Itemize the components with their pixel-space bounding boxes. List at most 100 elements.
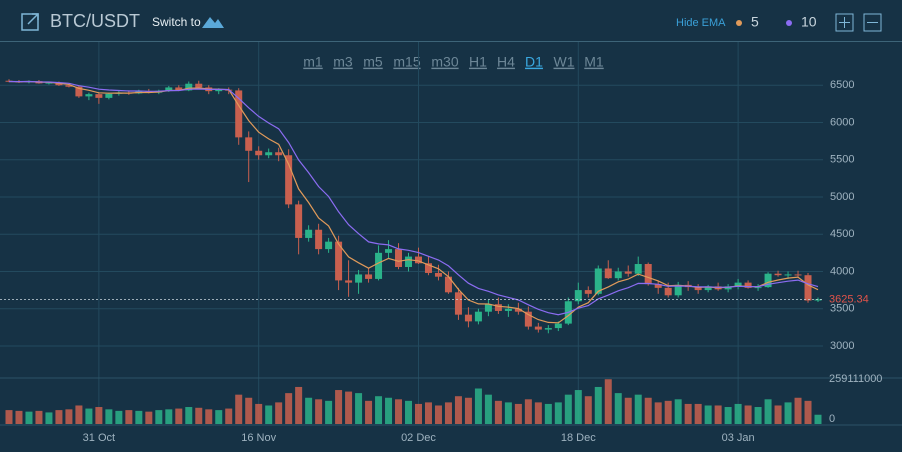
- zoom-out[interactable]: [863, 13, 882, 32]
- volume-bar: [95, 407, 103, 424]
- volume-bar: [634, 394, 642, 424]
- candle-body: [45, 82, 53, 84]
- interval-button[interactable]: H4: [497, 54, 515, 70]
- candle-body: [195, 83, 203, 88]
- candle-body: [414, 256, 422, 264]
- candle-body: [514, 308, 522, 312]
- volume-bar: [25, 411, 33, 424]
- candle-body: [574, 290, 582, 302]
- volume-bar: [444, 402, 452, 424]
- expand-icon[interactable]: [21, 13, 39, 31]
- volume-bar: [584, 396, 592, 424]
- candle-body: [544, 328, 552, 330]
- volume-bar: [225, 408, 233, 424]
- volume-bar: [115, 410, 123, 424]
- candle-body: [674, 284, 682, 296]
- candle-body: [744, 282, 752, 288]
- candle-body: [335, 241, 343, 281]
- interval-button[interactable]: m5: [363, 54, 383, 70]
- zoom-in-icon: [839, 17, 850, 28]
- y-tick-label: 5500: [830, 154, 854, 166]
- interval-button[interactable]: W1: [554, 54, 575, 70]
- candle-body: [764, 273, 772, 288]
- volume-bar: [464, 397, 472, 424]
- switch-icon[interactable]: [202, 17, 224, 28]
- interval-button[interactable]: m1: [303, 54, 323, 70]
- volume-tick-label: 0: [829, 413, 835, 425]
- interval-button[interactable]: m30: [431, 54, 458, 70]
- volume-bar: [524, 399, 532, 424]
- candle-body: [784, 274, 792, 276]
- volume-bar: [295, 386, 303, 424]
- volume-bar: [375, 396, 383, 424]
- candle-body: [644, 264, 652, 285]
- candle-body: [454, 292, 462, 315]
- interval-button[interactable]: M1: [584, 54, 604, 70]
- volume-bar: [664, 400, 672, 424]
- volume-bar: [504, 402, 512, 424]
- candle-body: [804, 275, 812, 301]
- volume-bar: [75, 405, 83, 424]
- y-tick-label: 3000: [830, 340, 854, 352]
- candle-body: [604, 268, 612, 279]
- zoom-in[interactable]: [835, 13, 854, 32]
- candle-body: [395, 249, 403, 267]
- volume-bar: [335, 390, 343, 424]
- pair-title: BTC/USDT: [50, 11, 140, 31]
- interval-button[interactable]: D1: [525, 54, 543, 70]
- volume-bar: [614, 393, 622, 424]
- volume-bar: [534, 402, 542, 424]
- x-tick-label: 31 Oct: [83, 432, 115, 444]
- candle-body: [694, 287, 702, 291]
- volume-bar: [424, 402, 432, 424]
- volume-tick-label: 259111000: [829, 373, 882, 385]
- candle-body: [95, 94, 103, 98]
- candle-body: [245, 137, 253, 151]
- candle-body: [175, 87, 183, 91]
- volume-bar: [734, 403, 742, 424]
- interval-button[interactable]: m3: [333, 54, 353, 70]
- volume-bar: [105, 409, 113, 424]
- volume-bar: [494, 400, 502, 424]
- ema-legend-dot: [786, 20, 792, 26]
- volume-bar: [15, 410, 23, 424]
- candle-body: [215, 89, 223, 92]
- volume-bar: [684, 403, 692, 424]
- volume-bar: [345, 391, 353, 424]
- volume-bar: [574, 390, 582, 424]
- expand-arrow: [27, 13, 39, 25]
- candle-body: [774, 273, 782, 276]
- volume-bar: [175, 408, 183, 424]
- volume-bar: [764, 399, 772, 424]
- volume-bar: [205, 409, 213, 424]
- volume-bar: [85, 408, 93, 424]
- volume-bar: [145, 411, 153, 424]
- candle-body: [484, 304, 492, 312]
- candle-body: [345, 280, 353, 283]
- volume-bar: [385, 397, 393, 424]
- x-tick-label: 18 Dec: [561, 432, 596, 444]
- ema-toggle[interactable]: Hide EMA: [676, 17, 726, 29]
- candle-body: [664, 287, 672, 296]
- x-tick-label: 16 Nov: [241, 432, 276, 444]
- candle-body: [794, 274, 802, 276]
- interval-button[interactable]: m15: [393, 54, 420, 70]
- candle-body: [275, 152, 283, 156]
- candle-body: [654, 284, 662, 288]
- volume-bar: [315, 399, 323, 424]
- volume-bar: [405, 400, 413, 424]
- candle-body: [494, 304, 502, 311]
- candle-body: [305, 229, 313, 238]
- volume-bar: [474, 388, 482, 424]
- switch-label[interactable]: Switch to: [152, 15, 201, 29]
- interval-button[interactable]: H1: [469, 54, 487, 70]
- volume-bar: [185, 407, 193, 424]
- candle-body: [295, 204, 303, 238]
- candle-body: [614, 271, 622, 279]
- volume-bar: [434, 405, 442, 424]
- x-tick-label: 02 Dec: [401, 432, 436, 444]
- candle-body: [65, 85, 73, 87]
- candle-body: [405, 256, 413, 267]
- volume-bar: [255, 403, 263, 424]
- volume-bar: [644, 397, 652, 424]
